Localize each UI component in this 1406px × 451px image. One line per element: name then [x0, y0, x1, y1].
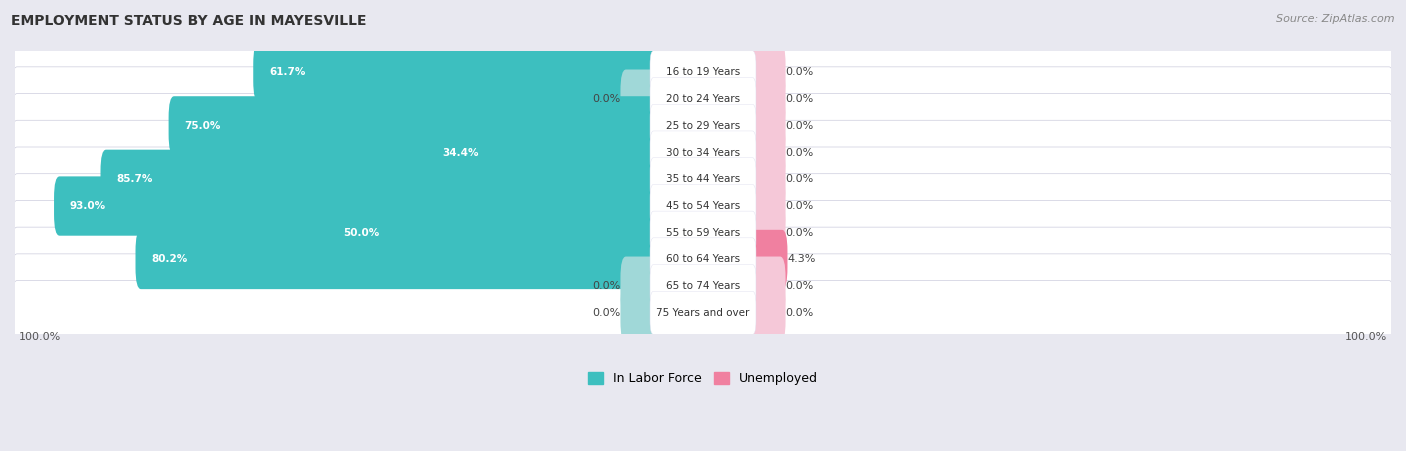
FancyBboxPatch shape [11, 147, 1395, 212]
Text: 50.0%: 50.0% [343, 228, 380, 238]
FancyBboxPatch shape [650, 238, 756, 281]
FancyBboxPatch shape [11, 200, 1395, 265]
FancyBboxPatch shape [620, 69, 657, 129]
Text: 0.0%: 0.0% [592, 94, 620, 104]
FancyBboxPatch shape [11, 67, 1395, 132]
FancyBboxPatch shape [135, 230, 657, 289]
Text: 0.0%: 0.0% [786, 201, 814, 211]
Text: 0.0%: 0.0% [592, 281, 620, 291]
Text: 0.0%: 0.0% [786, 147, 814, 157]
FancyBboxPatch shape [749, 123, 786, 182]
Text: 75 Years and over: 75 Years and over [657, 308, 749, 318]
FancyBboxPatch shape [11, 174, 1395, 239]
FancyBboxPatch shape [11, 281, 1395, 345]
Text: 25 to 29 Years: 25 to 29 Years [666, 121, 740, 131]
FancyBboxPatch shape [749, 230, 787, 289]
Text: 0.0%: 0.0% [786, 281, 814, 291]
Text: 0.0%: 0.0% [786, 175, 814, 184]
FancyBboxPatch shape [427, 123, 657, 182]
Text: 65 to 74 Years: 65 to 74 Years [666, 281, 740, 291]
Text: 34.4%: 34.4% [443, 147, 479, 157]
FancyBboxPatch shape [650, 78, 756, 121]
Text: 80.2%: 80.2% [152, 254, 187, 264]
Text: EMPLOYMENT STATUS BY AGE IN MAYESVILLE: EMPLOYMENT STATUS BY AGE IN MAYESVILLE [11, 14, 367, 28]
FancyBboxPatch shape [169, 96, 657, 156]
Text: 0.0%: 0.0% [786, 121, 814, 131]
FancyBboxPatch shape [100, 150, 657, 209]
FancyBboxPatch shape [620, 257, 657, 316]
FancyBboxPatch shape [650, 265, 756, 308]
Text: 60 to 64 Years: 60 to 64 Years [666, 254, 740, 264]
Text: 55 to 59 Years: 55 to 59 Years [666, 228, 740, 238]
Text: 100.0%: 100.0% [1346, 332, 1388, 342]
FancyBboxPatch shape [650, 211, 756, 254]
FancyBboxPatch shape [11, 40, 1395, 105]
Text: 16 to 19 Years: 16 to 19 Years [666, 68, 740, 78]
Text: 75.0%: 75.0% [184, 121, 221, 131]
Text: Source: ZipAtlas.com: Source: ZipAtlas.com [1277, 14, 1395, 23]
Text: 61.7%: 61.7% [269, 68, 305, 78]
FancyBboxPatch shape [11, 227, 1395, 292]
FancyBboxPatch shape [253, 43, 657, 102]
FancyBboxPatch shape [749, 43, 786, 102]
FancyBboxPatch shape [620, 283, 657, 343]
FancyBboxPatch shape [650, 104, 756, 147]
FancyBboxPatch shape [650, 51, 756, 94]
Legend: In Labor Force, Unemployed: In Labor Force, Unemployed [583, 367, 823, 390]
Text: 20 to 24 Years: 20 to 24 Years [666, 94, 740, 104]
FancyBboxPatch shape [650, 291, 756, 335]
Text: 4.3%: 4.3% [787, 254, 815, 264]
FancyBboxPatch shape [749, 96, 786, 156]
Text: 85.7%: 85.7% [117, 175, 153, 184]
FancyBboxPatch shape [11, 254, 1395, 318]
Text: 93.0%: 93.0% [70, 201, 105, 211]
FancyBboxPatch shape [650, 184, 756, 228]
Text: 35 to 44 Years: 35 to 44 Years [666, 175, 740, 184]
FancyBboxPatch shape [11, 93, 1395, 158]
Text: 0.0%: 0.0% [786, 94, 814, 104]
FancyBboxPatch shape [749, 69, 786, 129]
FancyBboxPatch shape [749, 283, 786, 343]
FancyBboxPatch shape [650, 158, 756, 201]
FancyBboxPatch shape [53, 176, 657, 236]
FancyBboxPatch shape [749, 150, 786, 209]
Text: 0.0%: 0.0% [592, 308, 620, 318]
Text: 0.0%: 0.0% [786, 228, 814, 238]
Text: 30 to 34 Years: 30 to 34 Years [666, 147, 740, 157]
FancyBboxPatch shape [749, 203, 786, 262]
FancyBboxPatch shape [328, 203, 657, 262]
FancyBboxPatch shape [749, 176, 786, 236]
Text: 100.0%: 100.0% [18, 332, 60, 342]
Text: 45 to 54 Years: 45 to 54 Years [666, 201, 740, 211]
FancyBboxPatch shape [749, 257, 786, 316]
Text: 0.0%: 0.0% [786, 68, 814, 78]
FancyBboxPatch shape [11, 120, 1395, 185]
FancyBboxPatch shape [650, 131, 756, 174]
Text: 0.0%: 0.0% [786, 308, 814, 318]
